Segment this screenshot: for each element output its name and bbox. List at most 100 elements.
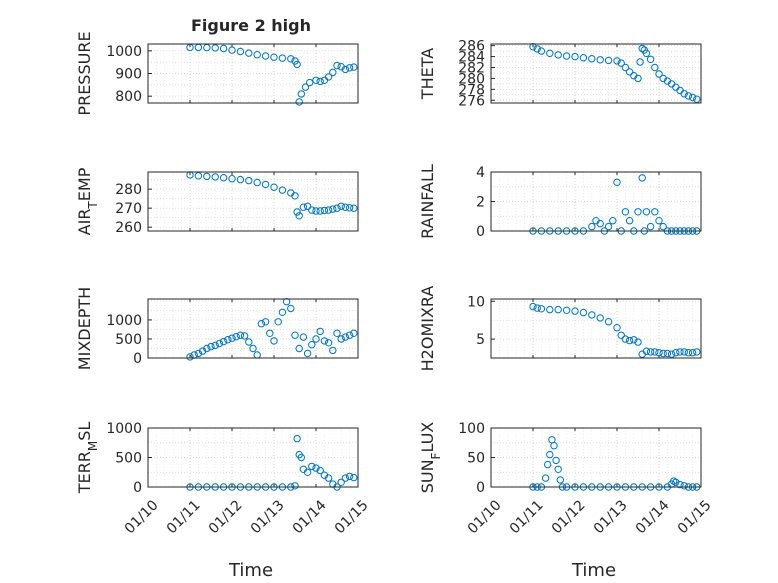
data-point: [345, 472, 354, 481]
data-point: [646, 348, 655, 356]
data-point: [291, 482, 299, 490]
data-point: [579, 308, 588, 317]
subplot-pressure: 800 900 1000 PRESSURE: [75, 31, 359, 116]
data-point: [676, 480, 684, 489]
data-point: [625, 217, 634, 225]
data-point: [621, 63, 630, 72]
data-point: [236, 47, 245, 56]
data-point: [617, 59, 625, 67]
data-point: [312, 207, 320, 215]
data-point: [245, 338, 253, 346]
data-point: [303, 468, 312, 476]
data-point: [693, 95, 701, 103]
data-point: [621, 335, 630, 343]
data-point: [203, 172, 211, 181]
y-tick-label: 278: [458, 82, 485, 98]
data-point: [341, 203, 350, 211]
y-tick-label: 800: [115, 89, 142, 105]
axes-frame: [147, 171, 359, 232]
data-point: [320, 206, 329, 215]
y-tick-label: 4: [476, 165, 485, 181]
data-point: [345, 204, 354, 212]
data-point: [667, 350, 676, 358]
axes-frame: [490, 427, 702, 488]
data-point: [287, 304, 295, 313]
data-point: [571, 307, 579, 315]
y-tick-label: 276: [458, 93, 485, 109]
data-point: [308, 341, 316, 349]
y-tick-label: 280: [115, 182, 142, 198]
data-point: [291, 331, 299, 339]
data-point: [301, 83, 310, 91]
data-point: [613, 178, 621, 187]
data-point: [324, 474, 333, 482]
data-point: [655, 349, 663, 357]
data-point: [672, 349, 680, 357]
subplot-h2omixra: 5 10 H2OMIXRA: [418, 286, 702, 371]
data-point: [613, 57, 621, 65]
data-point: [219, 174, 228, 182]
data-point: [634, 208, 642, 216]
data-point: [533, 304, 541, 312]
plot-area: [491, 44, 701, 103]
data-point: [556, 476, 564, 484]
data-point: [533, 45, 541, 53]
data-point: [232, 333, 240, 341]
data-point: [609, 217, 617, 225]
data-point: [261, 180, 270, 189]
data-point: [312, 335, 320, 343]
data-point: [306, 78, 314, 87]
x-tick-label: 01/12: [206, 497, 246, 537]
data-point: [297, 90, 305, 98]
data-point: [625, 68, 634, 76]
data-point: [274, 318, 282, 326]
data-point: [350, 329, 358, 337]
data-point: [659, 349, 667, 358]
data-point: [207, 342, 215, 351]
data-point: [659, 222, 667, 231]
data-point: [617, 331, 625, 339]
data-point: [604, 222, 613, 231]
data-point: [604, 318, 613, 326]
plot-area: [148, 299, 358, 358]
data-point: [278, 186, 287, 194]
data-point: [211, 44, 219, 52]
data-point: [544, 460, 552, 469]
y-tick-label: 284: [458, 50, 485, 66]
x-tick-label: 01/11: [164, 497, 204, 537]
y-axis-label: THETA: [418, 48, 437, 100]
y-axis-label: SUNFLUX: [418, 422, 443, 494]
data-point: [596, 314, 604, 322]
data-point: [312, 464, 320, 472]
subplot-mixdepth: 0 500 1000 MIXDEPTH: [75, 287, 359, 370]
data-point: [316, 466, 324, 475]
data-point: [688, 349, 697, 357]
data-point: [253, 51, 261, 59]
data-point: [270, 337, 278, 345]
data-point: [642, 208, 651, 216]
x-tick-label: 01/13: [248, 497, 288, 537]
data-point: [537, 47, 546, 55]
data-point: [541, 474, 550, 482]
data-point: [571, 52, 579, 61]
axes-frame: [147, 298, 359, 359]
subplot-air-temp: 260 270 280 AIRTEMP: [75, 167, 359, 236]
data-point: [672, 478, 680, 486]
data-point: [655, 217, 663, 225]
y-tick-label: 900: [115, 67, 142, 83]
data-point: [312, 76, 320, 85]
data-point: [329, 205, 337, 213]
data-point: [638, 174, 646, 182]
data-point: [341, 474, 350, 482]
data-point: [299, 203, 308, 211]
data-point: [604, 56, 613, 65]
data-point: [552, 456, 560, 465]
data-point: [333, 204, 341, 212]
data-point: [554, 51, 562, 59]
data-point: [329, 346, 337, 355]
x-tick-label: 01/10: [122, 497, 162, 537]
data-point: [588, 55, 596, 63]
data-point: [245, 49, 253, 57]
data-point: [299, 333, 308, 341]
